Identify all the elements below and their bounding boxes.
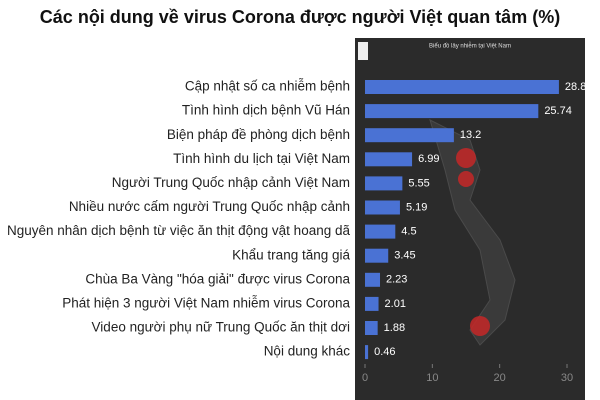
category-label: Nguyên nhân dịch bệnh từ việc ăn thịt độ… (7, 223, 351, 238)
value-label: 25.74 (544, 105, 572, 117)
bar (365, 224, 396, 239)
category-label: Nhiều nước cấm người Trung Quốc nhập cản… (69, 199, 350, 214)
bar (365, 176, 403, 191)
bar (365, 296, 379, 311)
x-tick-label: 30 (561, 372, 573, 384)
infection-marker (456, 148, 476, 168)
value-label: 0.46 (374, 346, 395, 358)
bar (365, 321, 378, 335)
bar (365, 80, 559, 94)
value-label: 6.99 (418, 153, 439, 165)
bar (365, 128, 454, 143)
value-label: 5.55 (408, 177, 429, 189)
bar (365, 152, 413, 167)
value-label: 5.19 (406, 201, 427, 213)
value-label: 28.8 (565, 81, 586, 93)
category-label: Chùa Ba Vàng "hóa giải" được virus Coron… (85, 271, 350, 286)
value-label: 3.45 (394, 250, 415, 262)
bar (365, 200, 400, 215)
value-label: 2.23 (386, 274, 407, 286)
infection-marker (470, 316, 490, 336)
chart-title: Các nội dung về virus Corona được người … (40, 7, 560, 27)
x-tick-label: 10 (426, 372, 438, 384)
category-label: Video người phụ nữ Trung Quốc ăn thịt dơ… (92, 320, 350, 335)
bar (365, 104, 539, 119)
category-label: Phát hiện 3 người Việt Nam nhiễm virus C… (62, 295, 350, 310)
value-label: 2.01 (385, 298, 406, 310)
category-label: Khẩu trang tăng giá (232, 247, 350, 262)
category-label: Cập nhật số ca nhiễm bệnh (185, 79, 350, 94)
value-label: 4.5 (401, 226, 416, 238)
zoom-control (358, 42, 368, 60)
value-label: 1.88 (384, 322, 405, 334)
x-tick-label: 0 (362, 372, 368, 384)
category-label: Tình hình dịch bệnh Vũ Hán (182, 103, 350, 118)
map-panel: Biểu đồ lây nhiễm tại Việt Nam (355, 38, 585, 400)
bar (365, 272, 381, 287)
map-land (429, 119, 516, 346)
x-tick-label: 20 (494, 372, 506, 384)
category-label: Biện pháp đề phòng dịch bệnh (167, 127, 350, 142)
map-title: Biểu đồ lây nhiễm tại Việt Nam (429, 43, 511, 50)
value-label: 13.2 (460, 129, 481, 141)
category-label: Nội dung khác (264, 344, 351, 359)
bar (365, 345, 369, 360)
category-label: Tình hình du lịch tại Việt Nam (173, 151, 350, 166)
infection-marker (458, 171, 474, 187)
bar (365, 248, 389, 263)
category-label: Người Trung Quốc nhập cảnh Việt Nam (112, 175, 350, 190)
